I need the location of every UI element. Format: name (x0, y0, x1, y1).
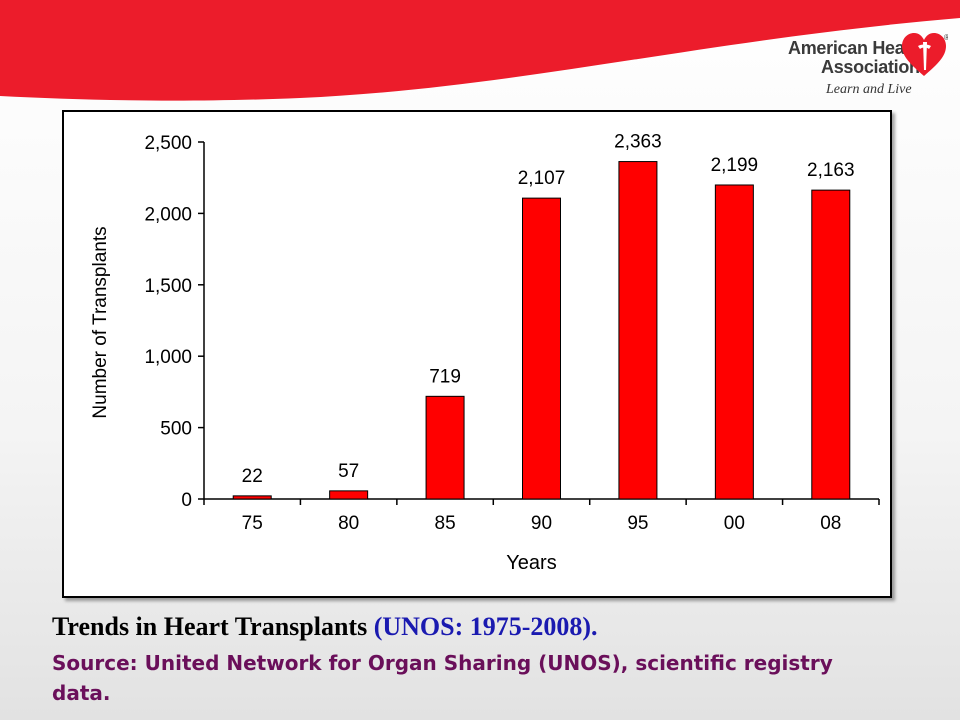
y-tick-label: 500 (160, 419, 192, 440)
caption-subtitle: (UNOS: 1975-2008). (373, 612, 598, 641)
bar-80 (329, 490, 369, 500)
x-tick-label-75: 75 (242, 513, 263, 534)
header-banner (0, 0, 960, 101)
y-axis-title: Number of Transplants (90, 226, 111, 418)
banner-red-band (0, 0, 960, 101)
y-tick-label: 0 (181, 490, 192, 511)
x-tick-label-00: 00 (724, 513, 745, 534)
y-tick-label: 2,500 (144, 133, 192, 154)
y-tick-label: 1,000 (144, 347, 192, 368)
chart-frame: 0 500 1,000 1,500 2,000 2,500 22 75 57 80 719 85 2,1… (62, 110, 892, 598)
data-label-75: 22 (242, 466, 263, 487)
bar-95 (618, 161, 658, 500)
x-tick-label-95: 95 (627, 513, 648, 534)
bar-90 (522, 197, 561, 500)
logo-line1: American Heart (788, 38, 917, 58)
y-tick-label: 1,500 (144, 276, 192, 297)
x-tick-label-85: 85 (435, 513, 456, 534)
bar-85 (425, 395, 465, 500)
data-label-90: 2,107 (518, 168, 566, 189)
x-tick-label-90: 90 (531, 513, 552, 534)
data-label-00: 2,199 (711, 155, 759, 176)
caption-title: Trends in Heart Transplants (52, 612, 374, 641)
bar-75 (232, 495, 272, 500)
data-label-08: 2,163 (807, 160, 855, 181)
data-label-85: 719 (429, 366, 461, 387)
x-tick-label-80: 80 (338, 513, 359, 534)
bar-08 (811, 189, 851, 500)
bar-00 (714, 184, 754, 500)
x-axis-title: Years (506, 552, 556, 574)
data-label-80: 57 (338, 461, 359, 482)
source-note: Source: United Network for Organ Sharing… (52, 651, 833, 705)
logo-tagline: Learn and Live (826, 82, 912, 97)
x-tick-label-08: 08 (820, 513, 841, 534)
registered-mark: ® (944, 33, 948, 42)
y-tick-label: 2,000 (144, 204, 192, 225)
chart-caption: Trends in Heart Transplants (UNOS: 1975-… (52, 612, 598, 642)
data-label-95: 2,363 (614, 132, 662, 153)
bar-chart: 0 500 1,000 1,500 2,000 2,500 22 75 57 80 719 85 2,1… (90, 132, 880, 574)
heart-torch-icon: ® (902, 33, 948, 76)
aha-logo: American Heart Association Learn and Liv… (788, 30, 948, 100)
logo-line2: Association (821, 57, 920, 77)
